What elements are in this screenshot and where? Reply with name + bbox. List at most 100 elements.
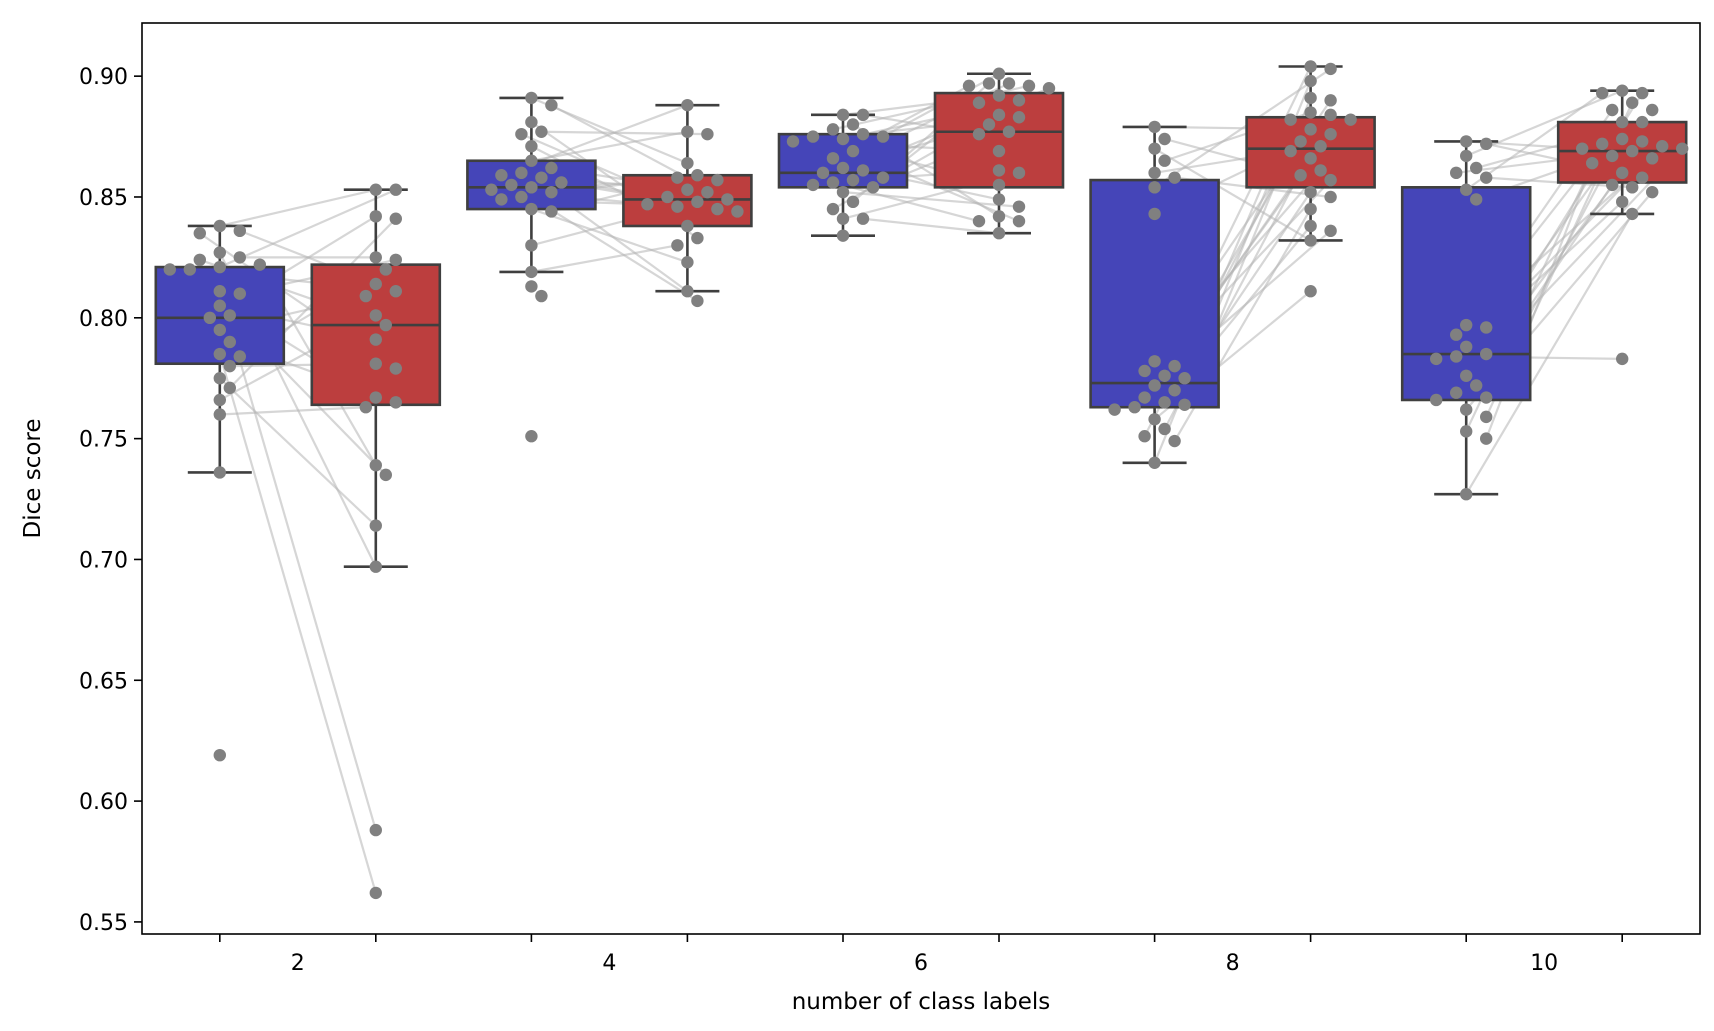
data-point-g2-s0	[233, 287, 246, 300]
data-point-g8-s1	[1324, 108, 1337, 122]
data-point-g2-s0	[213, 299, 226, 312]
data-point-g8-s0	[1168, 434, 1181, 448]
data-point-g2-s0	[223, 335, 236, 349]
data-point-g10-s0	[1430, 393, 1443, 407]
data-point-g2-s0	[203, 311, 216, 325]
data-point-g8-s0	[1158, 154, 1171, 167]
data-point-g10-s1	[1616, 352, 1629, 366]
data-point-g8-s0	[1158, 422, 1171, 436]
data-point-g8-s1	[1324, 62, 1337, 76]
data-point-g6-s1	[1002, 77, 1016, 90]
data-point-g6-s1	[1012, 94, 1026, 107]
pair-line	[219, 188, 397, 269]
y-tick-label: 0.70	[79, 548, 128, 573]
data-point-g4-s1	[731, 205, 744, 218]
pair-line	[531, 208, 688, 264]
data-point-g2-s0	[233, 251, 246, 264]
data-point-g6-s1	[972, 127, 986, 141]
data-point-g2-s1	[359, 401, 372, 414]
data-point-g4-s1	[701, 185, 714, 199]
data-point-g10-s0	[1460, 149, 1473, 163]
data-point-g2-s0	[193, 227, 206, 240]
data-point-g6-s0	[826, 176, 840, 189]
data-point-g8-s1	[1324, 127, 1337, 141]
data-point-g6-s1	[992, 178, 1006, 192]
data-point-g10-s0	[1450, 328, 1463, 341]
pair-line	[531, 130, 688, 162]
data-point-g10-s0	[1460, 135, 1473, 148]
data-point-g8-s0	[1178, 372, 1191, 385]
data-point-g10-s0	[1460, 403, 1473, 416]
data-point-g10-s0	[1460, 318, 1473, 332]
data-point-g6-s1	[992, 89, 1006, 102]
data-point-g6-s1	[992, 67, 1006, 80]
data-point-g8-s1	[1344, 113, 1357, 126]
data-point-g2-s0	[213, 246, 226, 259]
data-point-g2-s0	[163, 263, 176, 276]
data-point-g2-s1	[369, 333, 382, 346]
x-tick-label: 2	[291, 951, 305, 976]
data-point-g8-s1	[1304, 91, 1317, 105]
data-point-g6-s1	[992, 210, 1006, 223]
data-point-g8-s0	[1138, 430, 1151, 443]
data-point-g8-s0	[1148, 166, 1161, 180]
x-tick-label: 6	[914, 951, 928, 976]
data-point-g6-s1	[992, 164, 1006, 177]
data-point-g2-s1	[369, 309, 382, 322]
data-point-g8-s0	[1128, 401, 1141, 414]
data-point-g8-s1	[1324, 224, 1337, 238]
data-point-g8-s1	[1304, 285, 1317, 298]
data-point-g10-s1	[1616, 115, 1629, 129]
data-point-g6-s1	[992, 227, 1006, 240]
data-point-g10-s0	[1460, 488, 1473, 501]
data-point-g4-s0	[535, 125, 548, 138]
data-point-g4-s0	[515, 190, 528, 204]
data-point-g10-s0	[1470, 161, 1483, 175]
data-point-g8-s0	[1148, 207, 1161, 221]
pair-line	[531, 244, 678, 273]
data-point-g10-s0	[1460, 369, 1473, 383]
data-point-g4-s0	[495, 193, 508, 206]
data-point-g8-s1	[1314, 140, 1327, 153]
data-point-g4-s1	[711, 173, 724, 187]
data-point-g4-s1	[671, 239, 684, 252]
data-point-g4-s0	[535, 289, 548, 303]
data-point-g4-s0	[525, 154, 538, 167]
data-point-g10-s1	[1626, 207, 1639, 221]
data-point-g10-s0	[1480, 137, 1493, 151]
x-tick-label: 4	[602, 951, 616, 976]
data-point-g6-s1	[982, 77, 996, 90]
data-point-g4-s1	[661, 190, 674, 204]
data-point-g8-s1	[1314, 164, 1327, 177]
data-point-g6-s0	[876, 130, 890, 143]
pair-line	[218, 353, 377, 894]
data-point-g4-s0	[545, 185, 558, 199]
y-tick-label: 0.85	[79, 186, 128, 211]
data-point-g4-s0	[545, 161, 558, 175]
data-point-g10-s1	[1626, 96, 1639, 109]
data-point-g8-s0	[1148, 181, 1161, 194]
data-point-g10-s1	[1616, 195, 1629, 209]
data-point-g10-s1	[1626, 181, 1639, 194]
data-point-g4-s1	[691, 294, 704, 308]
data-point-g8-s0	[1168, 171, 1181, 184]
points-layer	[163, 60, 1689, 900]
y-tick-label: 0.60	[79, 790, 128, 815]
data-point-g4-s0	[525, 280, 538, 293]
data-point-g8-s1	[1304, 123, 1317, 136]
y-axis: 0.55 0.60 0.65 0.70 0.75 0.80 0.85 0.90	[79, 65, 142, 936]
data-point-g4-s1	[641, 198, 654, 211]
data-point-g6-s0	[856, 127, 870, 141]
data-point-g4-s0	[535, 171, 548, 184]
pair-line	[1153, 67, 1332, 189]
box-body	[1400, 186, 1532, 402]
data-point-g4-s1	[701, 127, 714, 141]
data-point-g8-s1	[1324, 173, 1337, 187]
data-point-g10-s1	[1576, 142, 1589, 155]
data-point-g6-s0	[816, 166, 830, 180]
data-point-g6-s1	[992, 193, 1006, 206]
data-point-g8-s1	[1304, 234, 1317, 247]
data-point-g2-s1	[379, 263, 392, 276]
data-point-g6-s0	[806, 178, 820, 192]
data-point-g6-s0	[856, 108, 870, 122]
